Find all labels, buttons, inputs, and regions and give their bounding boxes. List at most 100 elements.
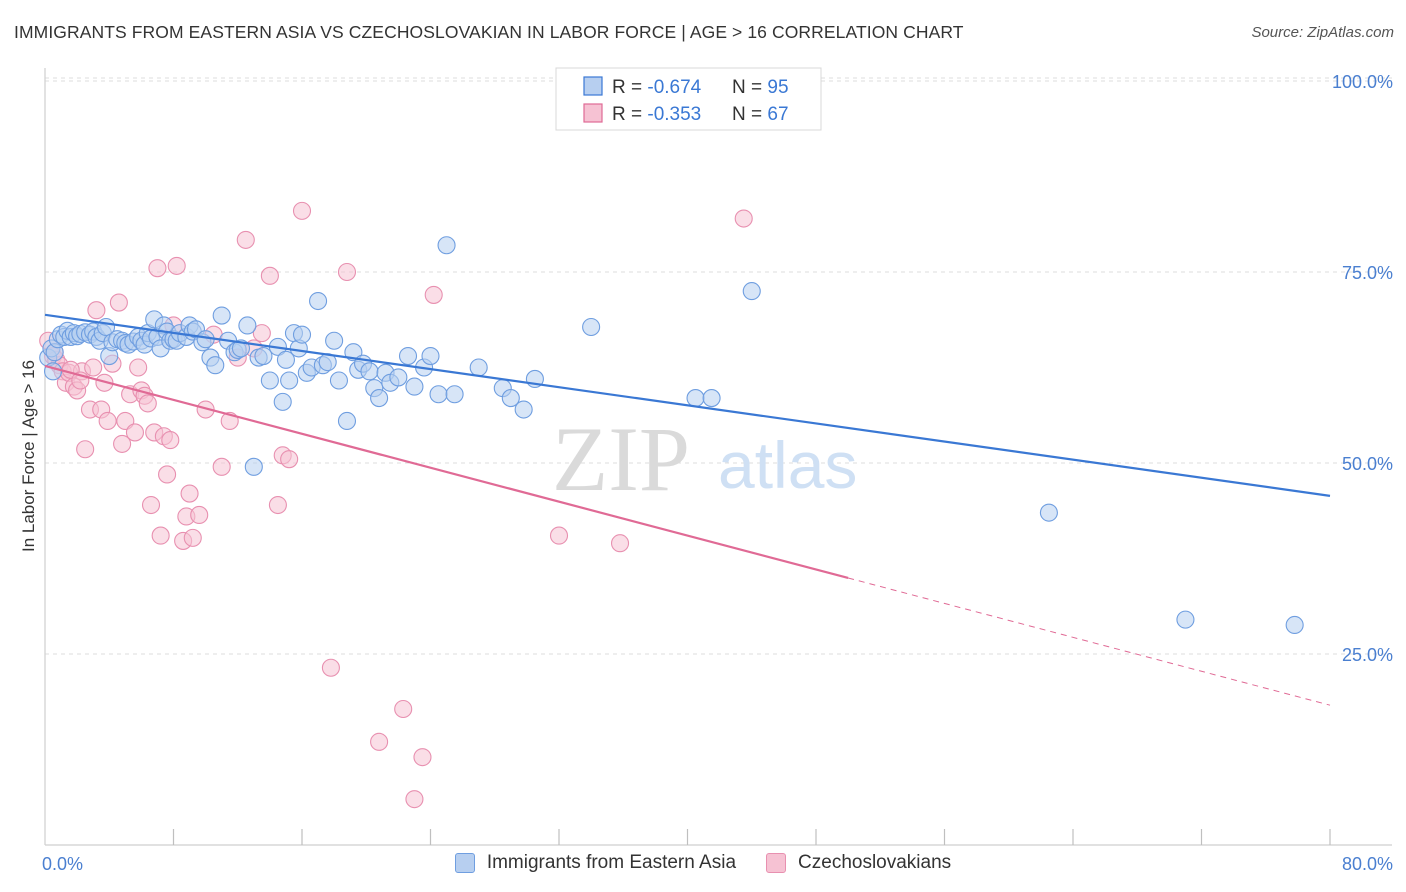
point-eastern-asia — [501, 389, 520, 408]
legend-n-label-1: N = — [732, 77, 767, 98]
point-czechoslovakians — [252, 324, 271, 343]
legend-label-czechoslovakians: Czechoslovakians — [798, 852, 952, 873]
y-tick-label: 100.0% — [1332, 72, 1393, 92]
point-czechoslovakians — [129, 358, 148, 377]
point-czechoslovakians — [125, 423, 144, 442]
point-czechoslovakians — [212, 457, 231, 476]
point-eastern-asia — [260, 371, 279, 390]
y-tick-label: 25.0% — [1342, 645, 1393, 665]
trend-lines — [44, 313, 1331, 706]
point-eastern-asia — [329, 371, 348, 390]
point-eastern-asia — [273, 392, 292, 411]
point-eastern-asia — [1285, 615, 1304, 635]
point-eastern-asia — [292, 325, 312, 344]
point-czechoslovakians — [109, 293, 128, 312]
point-eastern-asia — [360, 362, 379, 381]
y-tick-label: 50.0% — [1342, 454, 1393, 474]
point-eastern-asia — [309, 291, 328, 311]
point-eastern-asia — [582, 317, 601, 337]
point-eastern-asia — [231, 339, 251, 358]
legend-n-label-2: N = — [732, 104, 767, 125]
point-czechoslovakians — [180, 484, 199, 503]
legend-swatch-blue — [583, 76, 603, 96]
point-czechoslovakians — [734, 209, 753, 228]
x-tick-label: 80.0% — [1342, 854, 1393, 874]
point-eastern-asia — [429, 385, 448, 404]
point-eastern-asia — [514, 400, 533, 419]
svg-text:R = -0.353: R = -0.353 — [612, 104, 701, 125]
point-czechoslovakians — [280, 450, 299, 469]
point-eastern-asia — [370, 389, 389, 408]
legend-item-eastern-asia: Immigrants from Eastern Asia — [454, 852, 737, 874]
legend-r-value-2: -0.353 — [647, 104, 701, 125]
point-eastern-asia — [742, 282, 761, 301]
point-czechoslovakians — [183, 528, 202, 547]
point-eastern-asia — [206, 356, 225, 375]
point-czechoslovakians — [610, 534, 630, 553]
point-eastern-asia — [1039, 503, 1058, 522]
source-label: Source: ZipAtlas.com — [1251, 24, 1394, 41]
point-eastern-asia — [244, 457, 263, 476]
svg-text:N = 67: N = 67 — [732, 104, 789, 125]
point-czechoslovakians — [337, 262, 357, 282]
legend-label-eastern-asia: Immigrants from Eastern Asia — [486, 852, 737, 873]
point-czechoslovakians — [321, 658, 340, 677]
legend-n-value-2: 67 — [767, 104, 788, 125]
point-eastern-asia — [325, 331, 344, 350]
point-czechoslovakians — [405, 790, 424, 809]
svg-text:N = 95: N = 95 — [732, 77, 789, 98]
watermark: ZIP atlas — [552, 408, 857, 510]
point-czechoslovakians — [370, 732, 389, 751]
point-eastern-asia — [337, 411, 357, 431]
correlation-legend: R = -0.674 N = 95 R = -0.353 N = 67 — [555, 67, 822, 131]
point-eastern-asia — [276, 350, 295, 369]
watermark-atlas: atlas — [718, 428, 857, 502]
trend-line-1 — [44, 364, 849, 580]
point-czechoslovakians — [394, 699, 413, 719]
point-czechoslovakians — [161, 431, 180, 450]
point-czechoslovakians — [138, 394, 157, 413]
point-czechoslovakians — [148, 259, 167, 278]
point-eastern-asia — [686, 389, 705, 408]
point-eastern-asia — [445, 385, 464, 404]
legend-swatch-eastern-asia — [454, 853, 475, 873]
point-eastern-asia — [1176, 610, 1195, 629]
point-czechoslovakians — [268, 495, 287, 515]
point-czechoslovakians — [87, 301, 106, 320]
point-czechoslovakians — [76, 440, 95, 459]
point-czechoslovakians — [98, 411, 117, 431]
gridlines — [45, 77, 1392, 655]
legend-r-value-1: -0.674 — [647, 77, 701, 98]
svg-text:R = -0.674: R = -0.674 — [612, 77, 702, 98]
point-czechoslovakians — [413, 748, 432, 767]
point-eastern-asia — [389, 368, 408, 387]
point-eastern-asia — [702, 389, 721, 408]
watermark-zip: ZIP — [552, 408, 690, 510]
x-tick-label: 0.0% — [42, 854, 83, 874]
point-eastern-asia — [280, 371, 299, 390]
point-czechoslovakians — [424, 285, 443, 304]
point-eastern-asia — [405, 377, 424, 396]
legend-n-value-1: 95 — [767, 77, 788, 98]
legend-r-label-2: R = — [612, 104, 647, 125]
trend-line-dashed-1 — [847, 577, 1331, 706]
point-czechoslovakians — [158, 465, 177, 484]
point-eastern-asia — [469, 358, 488, 377]
point-czechoslovakians — [141, 495, 161, 515]
point-czechoslovakians — [292, 201, 312, 220]
point-eastern-asia — [43, 362, 63, 381]
point-czechoslovakians — [113, 434, 132, 453]
point-eastern-asia — [238, 316, 257, 335]
point-czechoslovakians — [260, 266, 279, 285]
legend-r-label-1: R = — [612, 77, 647, 98]
point-eastern-asia — [212, 306, 231, 325]
point-czechoslovakians — [167, 256, 186, 275]
axes — [44, 68, 1392, 846]
tick-labels: 25.0% 50.0% 75.0% 100.0% 0.0% 80.0% — [42, 72, 1393, 874]
point-eastern-asia — [421, 346, 440, 366]
legend-swatch-pink — [583, 103, 603, 123]
legend-item-czechoslovakians: Czechoslovakians — [766, 852, 951, 874]
point-eastern-asia — [437, 236, 456, 255]
y-axis-label: In Labor Force | Age > 16 — [19, 360, 38, 552]
